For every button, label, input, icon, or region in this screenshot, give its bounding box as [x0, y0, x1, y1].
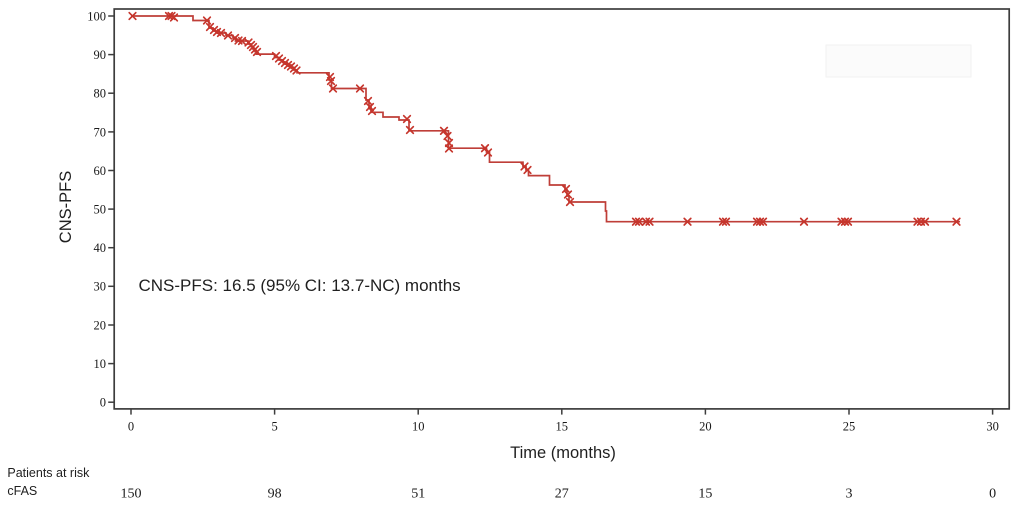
svg-text:70: 70: [94, 125, 107, 139]
svg-text:30: 30: [986, 420, 999, 434]
svg-text:50: 50: [94, 203, 107, 217]
svg-text:10: 10: [412, 420, 425, 434]
svg-text:15: 15: [698, 487, 712, 502]
svg-text:80: 80: [94, 87, 107, 101]
svg-text:Patients at risk: Patients at risk: [7, 466, 90, 480]
svg-text:90: 90: [94, 48, 107, 62]
svg-text:Time (months): Time (months): [510, 444, 616, 462]
svg-text:100: 100: [87, 9, 106, 23]
svg-text:150: 150: [121, 487, 142, 502]
svg-text:0: 0: [128, 420, 134, 434]
svg-text:25: 25: [843, 420, 856, 434]
svg-text:cFAS: cFAS: [7, 484, 37, 498]
svg-text:10: 10: [94, 357, 107, 371]
svg-text:98: 98: [268, 487, 282, 502]
svg-text:30: 30: [94, 280, 107, 294]
svg-text:27: 27: [555, 487, 569, 502]
svg-text:15: 15: [556, 420, 569, 434]
svg-text:5: 5: [271, 420, 277, 434]
svg-text:20: 20: [94, 318, 107, 332]
svg-text:0: 0: [989, 487, 996, 502]
svg-text:51: 51: [411, 487, 425, 502]
svg-text:CNS-PFS: CNS-PFS: [57, 171, 75, 243]
svg-text:60: 60: [94, 164, 107, 178]
svg-text:3: 3: [846, 487, 853, 502]
svg-text:0: 0: [100, 396, 106, 410]
svg-text:40: 40: [94, 241, 107, 255]
svg-text:20: 20: [699, 420, 712, 434]
svg-text:CNS-PFS: 16.5 (95% CI: 13.7-NC: CNS-PFS: 16.5 (95% CI: 13.7-NC) months: [139, 276, 461, 295]
